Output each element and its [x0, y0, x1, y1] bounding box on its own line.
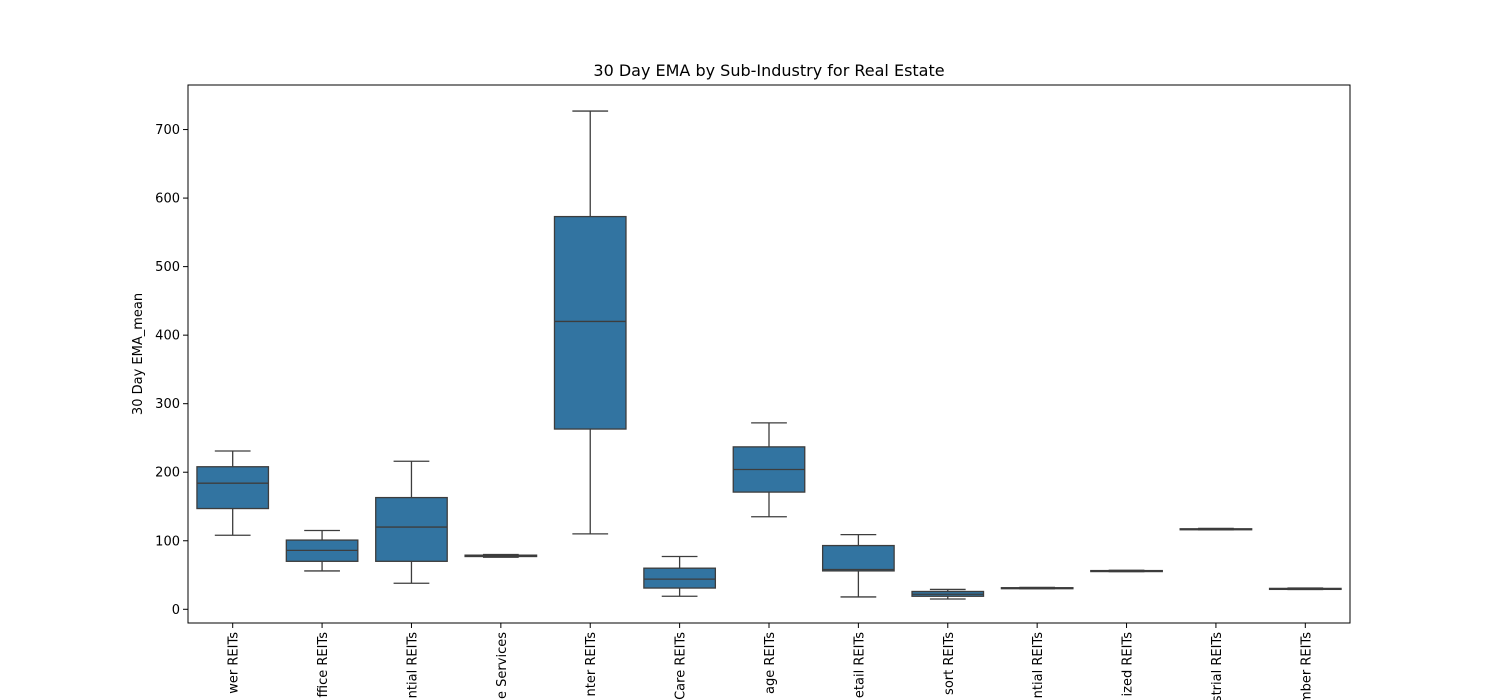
x-tick-label: age REITs [763, 632, 778, 694]
y-tick-label: 500 [155, 260, 180, 275]
y-tick-label: 700 [155, 123, 180, 138]
y-tick-label: 100 [155, 534, 180, 549]
y-tick-label: 600 [155, 192, 180, 207]
box-iqr [821, 544, 895, 572]
x-tick-label: ized REITs [1121, 632, 1136, 697]
box-iqr [196, 466, 270, 510]
box-iqr [375, 496, 448, 562]
y-tick-label: 400 [155, 329, 180, 344]
x-tick-label: ntial REITs [1031, 632, 1046, 699]
x-tick-label: nter REITs [584, 632, 599, 697]
x-tick-label: sort REITs [942, 632, 957, 695]
y-tick-label: 300 [155, 397, 180, 412]
plot-frame [187, 84, 1351, 624]
x-tick-label: wer REITs [227, 632, 242, 694]
chart-title: 30 Day EMA by Sub-Industry for Real Esta… [593, 61, 944, 80]
x-tick-label: ntial REITs [405, 632, 420, 699]
x-tick-label: Care REITs [674, 632, 689, 700]
y-tick-label: 0 [172, 603, 180, 618]
x-tick-label: e Services [495, 632, 510, 699]
box-iqr [643, 567, 717, 589]
x-tick-label: ffice REITs [316, 632, 331, 698]
y-tick-label: 200 [155, 466, 180, 481]
x-tick-label: strial REITs [1210, 632, 1225, 700]
y-axis-label: 30 Day EMA_mean [131, 293, 146, 415]
plot-area: 0 100 200 300 400 500 600 700 wer REITs ffice REI… [155, 84, 1351, 700]
box-iqr [553, 215, 627, 430]
x-tick-label: mber REITs [1299, 632, 1314, 700]
x-tick-label: etail REITs [852, 632, 867, 698]
